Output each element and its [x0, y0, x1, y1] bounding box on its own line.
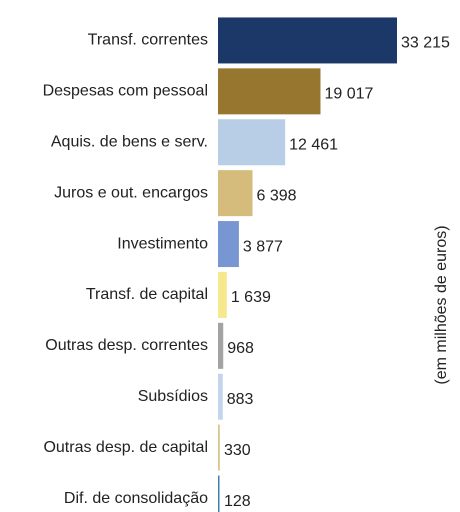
category-label: Transf. correntes	[88, 32, 208, 49]
bar	[218, 271, 227, 318]
value-label: 6 398	[256, 187, 296, 204]
category-label: Outras desp. correntes	[45, 337, 208, 354]
category-label: Investimento	[117, 235, 208, 252]
bar	[218, 170, 253, 217]
category-label: Outras desp. de capital	[43, 439, 208, 456]
category-label: Aquis. de bens e serv.	[51, 133, 208, 150]
bar	[218, 322, 224, 369]
category-label: Subsídios	[138, 388, 208, 405]
value-label: 12 461	[289, 136, 338, 153]
bar	[218, 424, 220, 471]
value-label: 1 639	[231, 289, 271, 306]
value-label: 3 877	[243, 238, 283, 255]
category-label: Dif. de consolidação	[64, 490, 208, 507]
value-label: 968	[227, 340, 254, 357]
bar	[218, 475, 220, 512]
category-label: Juros e out. encargos	[54, 184, 208, 201]
bar	[218, 119, 286, 166]
bar	[218, 373, 223, 420]
bar	[218, 17, 397, 64]
axis-label: (em milhões de euros)	[433, 225, 450, 384]
category-label: Despesas com pessoal	[43, 83, 208, 100]
bar	[218, 68, 321, 115]
category-label: Transf. de capital	[86, 286, 208, 303]
value-label: 128	[224, 493, 251, 510]
bar	[218, 221, 239, 268]
value-label: 330	[224, 442, 251, 459]
value-label: 883	[227, 391, 254, 408]
value-label: 19 017	[324, 86, 373, 103]
value-label: 33 215	[401, 35, 450, 52]
